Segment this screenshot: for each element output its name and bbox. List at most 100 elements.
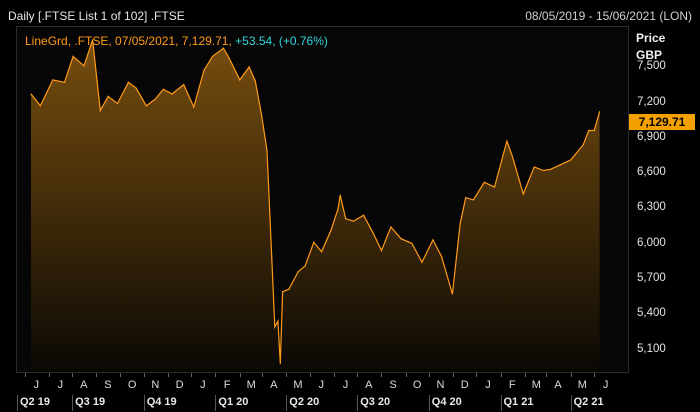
price-point bbox=[337, 208, 339, 210]
x-month-label: J bbox=[485, 379, 491, 391]
x-tick bbox=[546, 373, 548, 377]
x-month-label: J bbox=[33, 379, 40, 391]
x-month-label: O bbox=[412, 379, 422, 391]
price-point bbox=[39, 105, 41, 107]
x-month-label: M bbox=[246, 379, 256, 391]
x-quarter-label: Q4 19 bbox=[146, 396, 177, 408]
price-point bbox=[352, 220, 355, 222]
series-legend: LineGrd, .FTSE, 07/05/2021, 7,129.71, +5… bbox=[25, 34, 328, 48]
y-tick-label: 6,900 bbox=[637, 130, 666, 143]
chart-plot-area[interactable]: LineGrd, .FTSE, 07/05/2021, 7,129.71, +5… bbox=[16, 26, 629, 373]
quarter-divider bbox=[286, 395, 288, 411]
y-tick-label: 6,600 bbox=[637, 166, 666, 178]
quarter-divider bbox=[215, 395, 217, 411]
time-axis: J J A S O N D J F M A M J J A S O N D J F M A M J Q2 19 Q3 19 Q4 19… bbox=[16, 373, 629, 412]
price-point bbox=[599, 111, 601, 113]
x-month-label: J bbox=[342, 379, 349, 391]
price-point bbox=[222, 47, 224, 49]
price-point bbox=[339, 194, 341, 196]
x-quarter-label: Q1 20 bbox=[218, 396, 249, 408]
price-point bbox=[99, 109, 101, 112]
price-point bbox=[162, 88, 164, 90]
x-month-label: M bbox=[577, 379, 587, 391]
x-month-label: F bbox=[508, 379, 516, 391]
x-tick bbox=[405, 373, 407, 377]
price-point bbox=[193, 106, 195, 108]
x-month-label: N bbox=[151, 379, 160, 391]
price-point bbox=[288, 288, 290, 290]
x-quarter-label: Q3 20 bbox=[360, 396, 391, 408]
price-point bbox=[261, 114, 263, 116]
x-quarter-label: Q2 20 bbox=[289, 396, 320, 408]
price-point bbox=[116, 102, 119, 105]
y-tick-label: 5,700 bbox=[637, 271, 666, 284]
quarter-divider bbox=[500, 395, 502, 411]
price-point bbox=[432, 239, 434, 241]
price-point bbox=[304, 265, 306, 267]
price-point bbox=[145, 105, 147, 107]
y-tick-label: 7,200 bbox=[637, 95, 666, 108]
y-tick-label: 7,500 bbox=[637, 60, 666, 73]
x-tick bbox=[286, 373, 288, 377]
price-point bbox=[570, 159, 572, 161]
price-point bbox=[297, 271, 299, 273]
y-tick-label: 5,400 bbox=[637, 307, 666, 320]
price-point bbox=[560, 164, 562, 166]
price-point bbox=[465, 197, 467, 199]
x-tick bbox=[262, 373, 264, 377]
x-tick bbox=[167, 373, 169, 377]
price-point bbox=[83, 65, 85, 67]
price-point bbox=[363, 214, 365, 216]
price-area-fill bbox=[31, 39, 600, 372]
last-price-tag: 7,129.71 bbox=[629, 114, 695, 130]
price-point bbox=[472, 199, 474, 201]
price-point bbox=[372, 232, 374, 234]
price-point bbox=[588, 129, 590, 132]
x-tick bbox=[593, 373, 595, 377]
price-point bbox=[107, 95, 109, 97]
y-tick-label: 6,300 bbox=[637, 201, 666, 214]
x-month-label: M bbox=[531, 379, 541, 391]
price-point bbox=[63, 81, 66, 83]
price-point bbox=[421, 261, 423, 263]
price-point bbox=[127, 81, 129, 83]
price-point bbox=[135, 87, 137, 89]
x-tick bbox=[428, 373, 430, 377]
price-point bbox=[380, 249, 383, 252]
price-point bbox=[203, 69, 205, 72]
x-quarter-label: Q1 21 bbox=[503, 396, 534, 408]
y-tick-label: 5,100 bbox=[637, 342, 666, 355]
x-tick bbox=[215, 373, 217, 377]
x-tick bbox=[96, 373, 98, 377]
quarter-divider bbox=[570, 395, 572, 411]
price-point bbox=[52, 79, 54, 81]
price-point bbox=[228, 57, 230, 59]
price-point bbox=[321, 251, 323, 253]
x-month-label: A bbox=[365, 379, 373, 391]
quarter-divider bbox=[143, 395, 145, 411]
x-month-label: A bbox=[270, 379, 278, 391]
price-chart bbox=[30, 39, 601, 372]
quarter-divider bbox=[72, 395, 74, 411]
x-month-label: J bbox=[57, 379, 64, 391]
series-label: LineGrd, .FTSE, 07/05/2021, 7,129.71, bbox=[25, 34, 232, 48]
x-tick bbox=[72, 373, 74, 377]
quarter-divider bbox=[357, 395, 359, 411]
price-point bbox=[542, 169, 545, 172]
price-point bbox=[400, 238, 402, 240]
price-point bbox=[582, 144, 584, 146]
price-point bbox=[345, 218, 347, 220]
price-point bbox=[183, 84, 185, 86]
quarter-divider bbox=[428, 395, 430, 411]
price-point bbox=[522, 193, 524, 195]
x-tick bbox=[239, 373, 241, 377]
x-tick bbox=[191, 373, 193, 377]
x-month-label: M bbox=[293, 379, 303, 391]
x-tick bbox=[309, 373, 311, 377]
x-month-label: J bbox=[318, 379, 325, 391]
price-point bbox=[211, 55, 214, 57]
price-point bbox=[550, 168, 552, 170]
x-tick bbox=[24, 373, 26, 377]
x-month-label: J bbox=[602, 379, 609, 391]
x-quarter-label: Q2 21 bbox=[573, 396, 604, 408]
